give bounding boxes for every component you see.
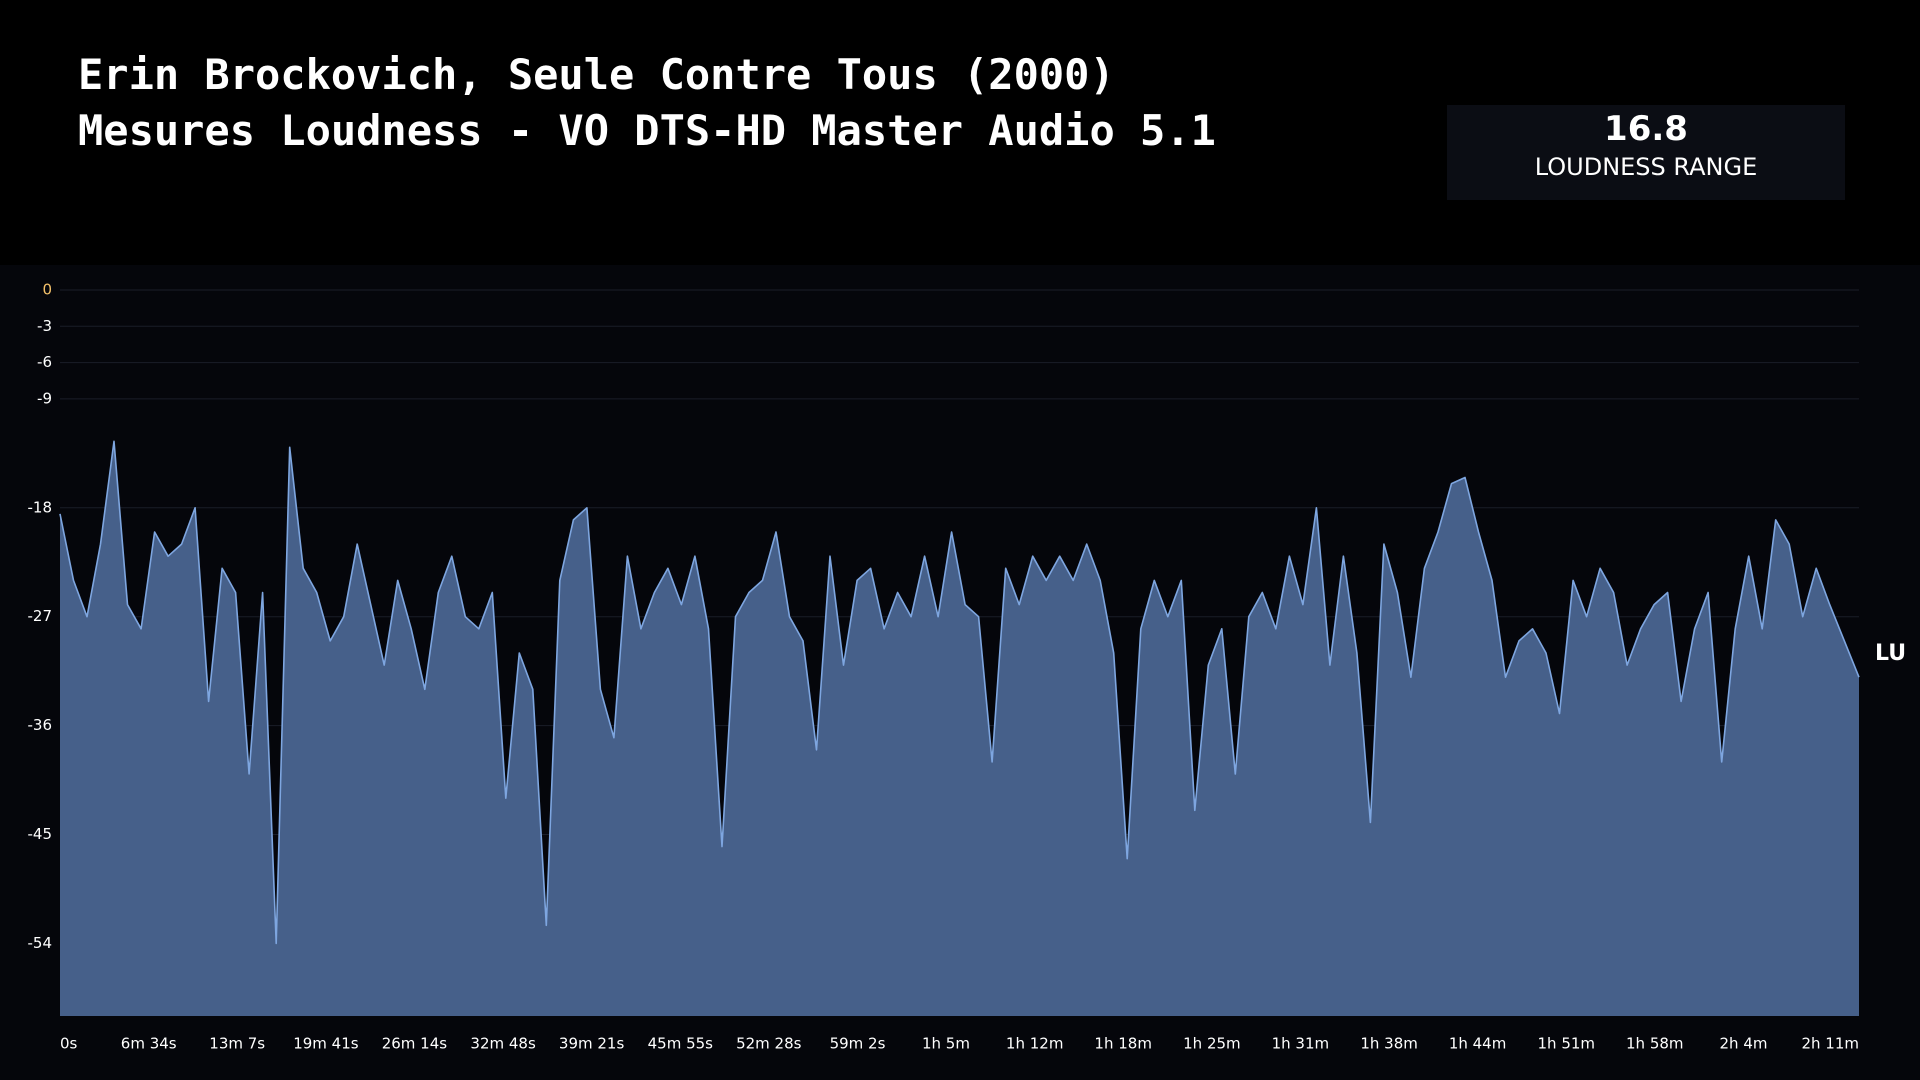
area [60, 441, 1859, 1016]
y-tick-label: -3 [37, 317, 52, 335]
x-tick-label: 19m 41s [293, 1035, 359, 1053]
chart-title: Erin Brockovich, Seule Contre Tous (2000… [78, 50, 1115, 99]
y-tick-label: -54 [28, 934, 53, 952]
y-tick-label: -27 [28, 607, 53, 625]
y-tick-label: -36 [28, 716, 53, 734]
x-tick-label: 1h 18m [1094, 1035, 1152, 1053]
x-tick-label: 52m 28s [736, 1035, 802, 1053]
x-tick-label: 2h 4m [1720, 1035, 1768, 1053]
x-tick-label: 1h 25m [1183, 1035, 1241, 1053]
kpi-card: 16.8 LOUDNESS RANGE [1447, 105, 1845, 200]
y-tick-label: -9 [37, 389, 52, 407]
x-tick-label: 45m 55s [648, 1035, 714, 1053]
kpi-value: 16.8 [1604, 109, 1688, 149]
x-tick-label: 1h 5m [922, 1035, 970, 1053]
y-tick-label: -18 [28, 498, 53, 516]
x-tick-label: 1h 44m [1449, 1035, 1507, 1053]
y-tick-label: -6 [37, 353, 52, 371]
x-tick-label: 6m 34s [121, 1035, 177, 1053]
x-tick-label: 1h 58m [1626, 1035, 1684, 1053]
y-tick-label: -45 [28, 825, 53, 843]
x-tick-label: 2h 11m [1801, 1035, 1859, 1053]
y-tick-label: 0 [42, 281, 52, 299]
x-tick-label: 13m 7s [209, 1035, 265, 1053]
x-tick-label: 1h 31m [1272, 1035, 1330, 1053]
x-tick-label: 59m 2s [830, 1035, 886, 1053]
kpi-label: LOUDNESS RANGE [1534, 153, 1758, 181]
line [59, 440, 1860, 945]
x-tick-label: 0s [60, 1035, 78, 1053]
y-axis-label: LU [1875, 641, 1906, 666]
x-tick-label: 1h 38m [1360, 1035, 1418, 1053]
x-tick-label: 1h 51m [1538, 1035, 1596, 1053]
x-tick-label: 26m 14s [382, 1035, 448, 1053]
x-tick-label: 39m 21s [559, 1035, 625, 1053]
chart-subtitle: Mesures Loudness - VO DTS-HD Master Audi… [78, 106, 1216, 155]
x-tick-label: 1h 12m [1006, 1035, 1064, 1053]
x-tick-label: 32m 48s [470, 1035, 536, 1053]
